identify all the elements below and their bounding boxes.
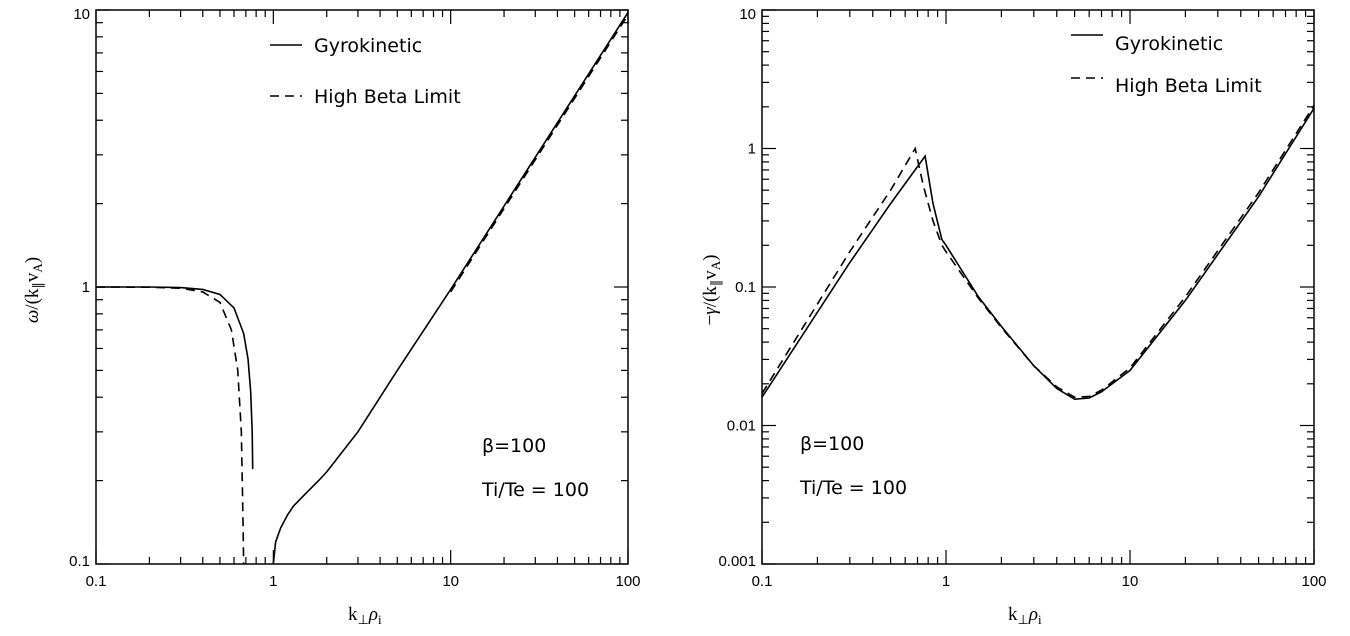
right-axis-ticks: 0.1 1 10 100 0.001 0.01 0.1 1 10 — [718, 6, 1326, 590]
left-annotation-temperature-ratio: Ti/Te = 100 — [481, 479, 589, 501]
right-x-tick-label: 100 — [1301, 573, 1326, 590]
right-annotation-beta: β=100 — [800, 433, 864, 455]
right-y-tick-label: 10 — [739, 6, 756, 23]
left-y-axis-label: ω/(k∥vA) — [22, 257, 45, 323]
left-curves — [95, 11, 629, 565]
right-y-tick-label: 0.1 — [735, 279, 756, 296]
left-y-tick-label: 10 — [73, 6, 90, 23]
left-series-high-beta-limit-segment-0 — [95, 286, 245, 565]
right-curves — [761, 104, 1315, 400]
left-x-tick-label: 1 — [269, 573, 277, 590]
left-annotation-beta: β=100 — [482, 435, 546, 457]
left-chart-panel: 0.1 1 10 100 0.1 1 10 Gyrokinetic High Beta Li… — [22, 6, 641, 627]
right-series-gyrokinetic-segment-0 — [761, 107, 1315, 400]
right-legend-label-high-beta: High Beta Limit — [1115, 75, 1262, 97]
left-series-gyrokinetic-segment-0 — [96, 286, 254, 470]
right-series-high-beta-limit-segment-0 — [761, 104, 1315, 399]
right-y-tick-label: 0.001 — [718, 553, 756, 570]
left-x-tick-label: 10 — [442, 573, 459, 590]
left-legend: Gyrokinetic High Beta Limit — [270, 35, 461, 108]
left-series-high-beta-limit-segment-1 — [449, 14, 629, 293]
left-series-gyrokinetic-segment-1 — [272, 11, 629, 565]
right-y-axis-label: −γ/(k∥vA) — [700, 254, 723, 325]
right-x-axis-label: k⊥ρi — [1008, 604, 1042, 627]
left-axis-ticks: 0.1 1 10 100 0.1 1 10 — [69, 6, 640, 590]
right-legend: Gyrokinetic High Beta Limit — [1071, 33, 1262, 97]
right-chart-panel: 0.1 1 10 100 0.001 0.01 0.1 1 10 Gyrokinetic Hig… — [700, 6, 1327, 627]
left-y-tick-label: 0.1 — [69, 553, 90, 570]
left-y-tick-label: 1 — [82, 279, 90, 296]
right-y-tick-label: 0.01 — [727, 418, 756, 435]
right-x-tick-label: 0.1 — [752, 573, 773, 590]
right-x-tick-label: 1 — [942, 573, 950, 590]
right-x-tick-label: 10 — [1122, 573, 1139, 590]
left-legend-label-high-beta: High Beta Limit — [314, 86, 461, 108]
left-x-tick-label: 100 — [615, 573, 640, 590]
left-x-tick-label: 0.1 — [86, 573, 107, 590]
right-y-tick-label: 1 — [748, 141, 756, 158]
right-legend-label-gyrokinetic: Gyrokinetic — [1115, 33, 1223, 55]
right-annotation-temperature-ratio: Ti/Te = 100 — [799, 477, 907, 499]
left-legend-label-gyrokinetic: Gyrokinetic — [314, 35, 422, 57]
left-x-axis-label: k⊥ρi — [348, 604, 382, 627]
